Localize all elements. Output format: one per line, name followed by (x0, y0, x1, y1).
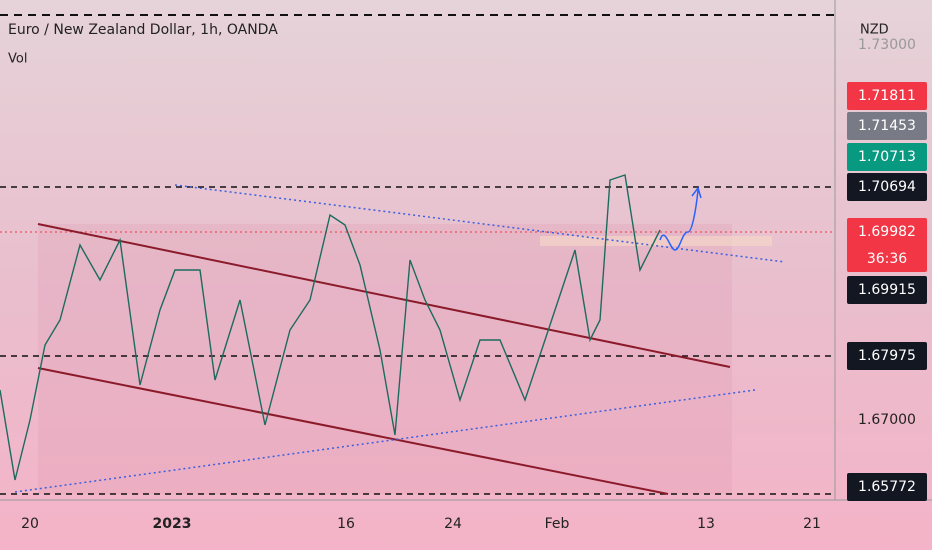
price-tag (847, 276, 927, 304)
price-label: 1.70713 (858, 149, 916, 165)
time-label: Feb (545, 516, 570, 532)
price-tag (847, 473, 927, 501)
price-tag (847, 218, 927, 272)
channel-line (37, 367, 669, 495)
chart-title: Euro / New Zealand Dollar, 1h, OANDA (8, 22, 278, 38)
time-label: 2023 (153, 516, 192, 532)
price-label: 1.65772 (858, 479, 916, 495)
price-label: 1.67975 (858, 348, 916, 364)
time-label: 21 (803, 516, 821, 532)
price-label: 1.71453 (858, 118, 916, 134)
price-tag (847, 173, 927, 201)
zone (540, 236, 772, 246)
price-line (0, 174, 661, 481)
price-label: 1.73000 (858, 37, 916, 53)
indicator-label: Vol (8, 52, 27, 67)
time-label: 24 (444, 516, 462, 532)
price-tag (847, 82, 927, 110)
price-label: 1.71811 (858, 88, 916, 104)
price-tag (847, 112, 927, 140)
time-label: 13 (697, 516, 715, 532)
price-tag (847, 342, 927, 370)
projection-arrow (659, 189, 699, 251)
arrow-head (691, 186, 702, 199)
price-label: 1.69982 (858, 224, 916, 240)
channel-line (37, 223, 731, 368)
currency-label: NZD (860, 23, 889, 38)
countdown: 36:36 (867, 251, 907, 267)
price-label: 1.69915 (858, 282, 916, 298)
time-label: 16 (337, 516, 355, 532)
price-label: 1.70694 (858, 179, 916, 195)
channel-fill (38, 224, 732, 494)
price-label: 1.67000 (858, 412, 916, 428)
time-label: 20 (21, 516, 39, 532)
price-tag (847, 143, 927, 171)
